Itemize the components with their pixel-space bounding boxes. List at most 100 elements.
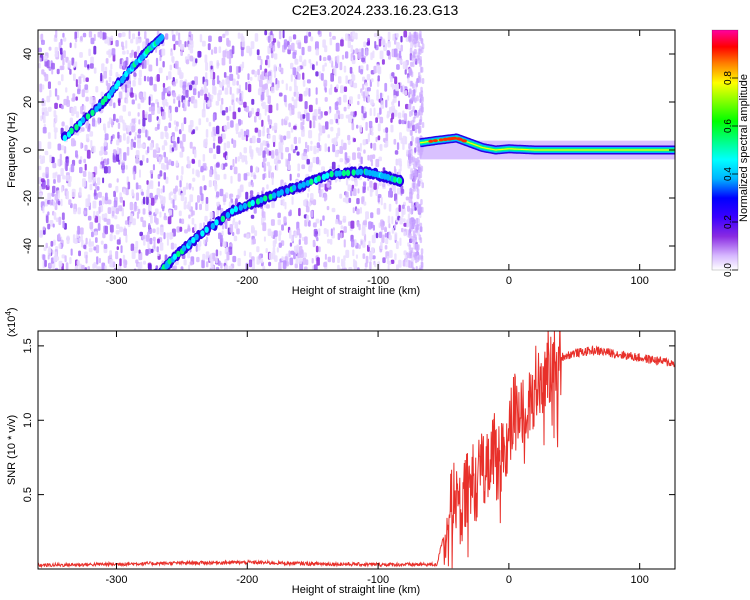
noise-cell (71, 57, 75, 66)
noise-cell (48, 46, 52, 51)
noise-cell (333, 65, 336, 74)
noise-cell (90, 140, 93, 149)
noise-cell (421, 261, 424, 268)
noise-cell (384, 233, 388, 238)
noise-cell (349, 96, 353, 105)
noise-cell (296, 228, 301, 236)
noise-cell (291, 108, 295, 115)
noise-cell (171, 147, 175, 152)
noise-cell (80, 142, 83, 149)
noise-cell (123, 61, 125, 69)
noise-cell (142, 208, 146, 215)
noise-cell (232, 78, 236, 86)
noise-cell (409, 129, 413, 136)
noise-cell (343, 86, 348, 92)
noise-cell (411, 188, 414, 195)
noise-cell (366, 64, 369, 71)
noise-cell (318, 246, 321, 253)
track-peak (305, 180, 310, 187)
noise-cell (310, 145, 313, 151)
noise-cell (250, 151, 254, 160)
track-peak (159, 34, 165, 41)
noise-cell (272, 240, 276, 248)
noise-cell (179, 218, 182, 224)
noise-cell (413, 157, 417, 164)
noise-cell (168, 85, 171, 91)
noise-cell (174, 106, 179, 113)
noise-cell (163, 139, 167, 146)
noise-cell (272, 38, 277, 43)
noise-cell (318, 108, 321, 115)
noise-cell (78, 237, 81, 243)
noise-cell (240, 36, 245, 42)
noise-cell (105, 58, 109, 64)
noise-cell (168, 122, 172, 129)
noise-cell (224, 87, 229, 95)
noise-cell (408, 35, 412, 42)
noise-cell (231, 45, 235, 55)
noise-cell (47, 211, 50, 216)
noise-cell (125, 98, 129, 104)
noise-cell (195, 202, 198, 211)
noise-cell (158, 67, 163, 74)
noise-cell (60, 145, 65, 151)
noise-cell (108, 49, 112, 58)
noise-cell (344, 152, 348, 161)
noise-cell (95, 237, 98, 243)
noise-cell (133, 171, 136, 180)
noise-cell (74, 42, 77, 49)
noise-cell (216, 125, 220, 135)
noise-cell (268, 150, 272, 156)
noise-cell (294, 263, 298, 269)
noise-cell (366, 87, 371, 92)
noise-cell (251, 135, 256, 144)
noise-cell (119, 64, 123, 69)
noise-cell (44, 73, 49, 82)
noise-cell (189, 194, 194, 203)
noise-cell (237, 32, 241, 39)
noise-cell (176, 96, 181, 101)
noise-cell (45, 242, 48, 249)
noise-cell (323, 262, 328, 268)
noise-cell (156, 188, 160, 197)
track-peak (187, 239, 192, 247)
noise-cell (108, 76, 112, 83)
noise-cell (409, 188, 412, 195)
track-peak (263, 195, 268, 202)
noise-cell (408, 88, 412, 95)
noise-cell (116, 178, 119, 183)
noise-cell (373, 182, 377, 190)
noise-cell (337, 233, 341, 241)
noise-cell (89, 172, 93, 178)
noise-cell (304, 236, 308, 245)
noise-cell (60, 198, 63, 207)
noise-cell (238, 131, 242, 138)
noise-cell (222, 33, 226, 38)
noise-cell (52, 162, 57, 169)
noise-cell (382, 257, 386, 264)
noise-cell (403, 231, 407, 237)
noise-cell (149, 76, 153, 86)
noise-cell (356, 198, 360, 205)
noise-cell (170, 51, 174, 57)
noise-cell (368, 240, 371, 247)
noise-cell (42, 172, 46, 178)
colorbar-tick-label: 0.4 (723, 167, 734, 181)
noise-cell (188, 31, 192, 36)
noise-cell (47, 223, 51, 230)
noise-cell (68, 181, 72, 187)
noise-cell (181, 122, 184, 132)
track-peak (392, 176, 398, 183)
noise-cell (305, 206, 310, 213)
noise-cell (146, 185, 150, 191)
noise-cell (216, 60, 219, 69)
noise-cell (84, 163, 87, 171)
track-cell (84, 311, 89, 320)
noise-cell (66, 158, 69, 167)
noise-cell (95, 244, 100, 254)
noise-cell (218, 36, 223, 43)
noise-cell (213, 142, 216, 149)
noise-cell (192, 168, 195, 175)
noise-cell (194, 76, 198, 86)
noise-cell (403, 113, 408, 122)
